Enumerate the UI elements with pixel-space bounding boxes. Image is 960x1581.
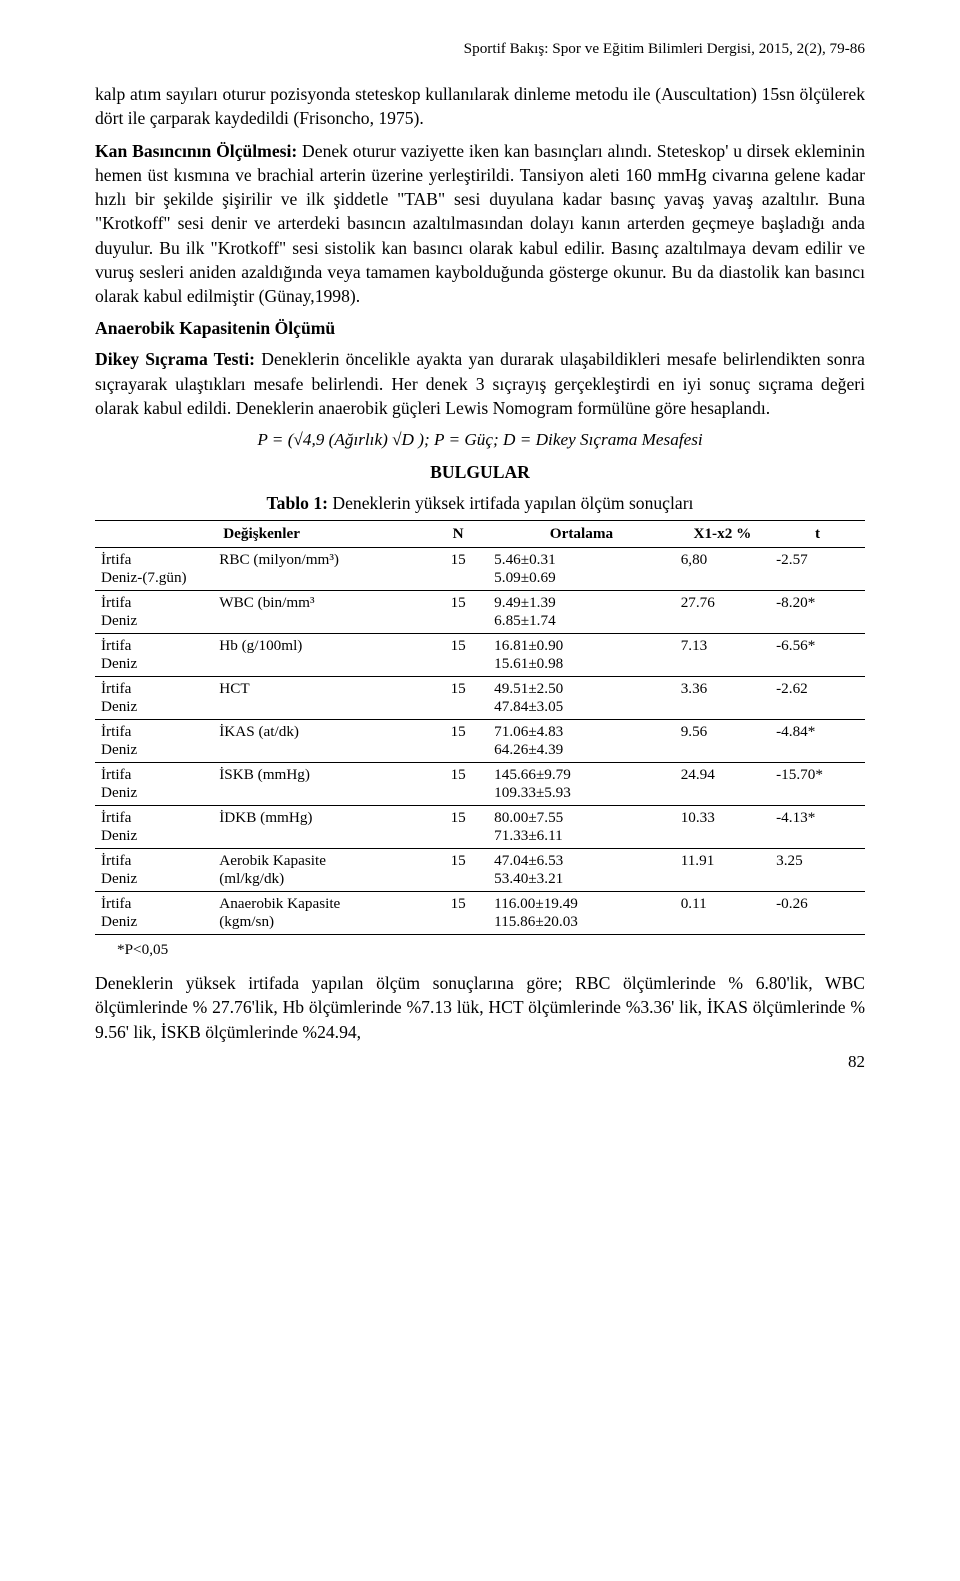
journal-header: Sportif Bakış: Spor ve Eğitim Bilimleri …	[95, 40, 865, 58]
row-n: 15	[428, 634, 488, 677]
row-variable: HCT	[213, 677, 428, 720]
row-mean: 71.06±4.8364.26±4.39	[488, 720, 675, 763]
row-t: -0.26	[770, 892, 865, 935]
paragraph-4: Dikey Sıçrama Testi: Deneklerin öncelikl…	[95, 347, 865, 420]
paragraph-5: Deneklerin yüksek irtifada yapılan ölçüm…	[95, 971, 865, 1044]
table-row: İrtifaDenizAerobik Kapasite(ml/kg/dk)154…	[95, 849, 865, 892]
table-caption-label: Tablo 1:	[267, 493, 328, 513]
row-variable: İKAS (at/dk)	[213, 720, 428, 763]
row-variable: İDKB (mmHg)	[213, 806, 428, 849]
table-caption: Tablo 1: Deneklerin yüksek irtifada yapı…	[95, 493, 865, 514]
row-pct: 11.91	[675, 849, 770, 892]
row-pct: 0.11	[675, 892, 770, 935]
formula-line: P = (√4,9 (Ağırlık) √D ); P = Güç; D = D…	[95, 430, 865, 450]
row-variable: Aerobik Kapasite(ml/kg/dk)	[213, 849, 428, 892]
row-variable: İSKB (mmHg)	[213, 763, 428, 806]
table-row: İrtifaDeniz-(7.gün)RBC (milyon/mm³)155.4…	[95, 548, 865, 591]
table-footnote: *P<0,05	[117, 941, 865, 959]
row-mean: 49.51±2.5047.84±3.05	[488, 677, 675, 720]
section-anaerobik-heading: Anaerobik Kapasitenin Ölçümü	[95, 318, 865, 339]
paragraph-2: Kan Basıncının Ölçülmesi: Denek oturur v…	[95, 139, 865, 309]
row-pct: 9.56	[675, 720, 770, 763]
table-header-row: Değişkenler N Ortalama X1-x2 % t	[95, 521, 865, 548]
table-row: İrtifaDenizHb (g/100ml)1516.81±0.9015.61…	[95, 634, 865, 677]
row-label: İrtifaDeniz	[95, 591, 213, 634]
row-label: İrtifaDeniz	[95, 849, 213, 892]
table-row: İrtifaDenizAnaerobik Kapasite(kgm/sn)151…	[95, 892, 865, 935]
row-n: 15	[428, 548, 488, 591]
row-pct: 3.36	[675, 677, 770, 720]
row-label: İrtifaDeniz	[95, 763, 213, 806]
row-pct: 7.13	[675, 634, 770, 677]
row-mean: 80.00±7.5571.33±6.11	[488, 806, 675, 849]
paragraph-1: kalp atım sayıları oturur pozisyonda ste…	[95, 82, 865, 131]
table-row: İrtifaDenizİDKB (mmHg)1580.00±7.5571.33±…	[95, 806, 865, 849]
p2-body: Denek oturur vaziyette iken kan basınçla…	[95, 141, 865, 307]
th-degiskenler: Değişkenler	[95, 521, 428, 548]
row-t: -4.13*	[770, 806, 865, 849]
th-t: t	[770, 521, 865, 548]
table-row: İrtifaDenizWBC (bin/mm³159.49±1.396.85±1…	[95, 591, 865, 634]
table-row: İrtifaDenizİKAS (at/dk)1571.06±4.8364.26…	[95, 720, 865, 763]
page-number: 82	[95, 1052, 865, 1072]
row-n: 15	[428, 677, 488, 720]
th-ortalama: Ortalama	[488, 521, 675, 548]
row-t: -4.84*	[770, 720, 865, 763]
row-label: İrtifaDeniz-(7.gün)	[95, 548, 213, 591]
row-variable: Anaerobik Kapasite(kgm/sn)	[213, 892, 428, 935]
row-n: 15	[428, 591, 488, 634]
row-pct: 6,80	[675, 548, 770, 591]
row-label: İrtifaDeniz	[95, 634, 213, 677]
row-t: -2.62	[770, 677, 865, 720]
row-mean: 145.66±9.79109.33±5.93	[488, 763, 675, 806]
row-pct: 24.94	[675, 763, 770, 806]
results-table: Değişkenler N Ortalama X1-x2 % t İrtifaD…	[95, 520, 865, 935]
row-t: -15.70*	[770, 763, 865, 806]
row-variable: RBC (milyon/mm³)	[213, 548, 428, 591]
row-variable: WBC (bin/mm³	[213, 591, 428, 634]
p4-lead: Dikey Sıçrama Testi:	[95, 349, 255, 369]
row-t: 3.25	[770, 849, 865, 892]
row-t: -8.20*	[770, 591, 865, 634]
th-pct: X1-x2 %	[675, 521, 770, 548]
row-t: -2.57	[770, 548, 865, 591]
row-n: 15	[428, 763, 488, 806]
row-label: İrtifaDeniz	[95, 892, 213, 935]
row-mean: 47.04±6.5353.40±3.21	[488, 849, 675, 892]
row-n: 15	[428, 892, 488, 935]
row-mean: 16.81±0.9015.61±0.98	[488, 634, 675, 677]
row-label: İrtifaDeniz	[95, 720, 213, 763]
p2-lead: Kan Basıncının Ölçülmesi:	[95, 141, 297, 161]
row-n: 15	[428, 806, 488, 849]
row-pct: 10.33	[675, 806, 770, 849]
row-t: -6.56*	[770, 634, 865, 677]
row-mean: 9.49±1.396.85±1.74	[488, 591, 675, 634]
section-bulgular-heading: BULGULAR	[95, 462, 865, 483]
table-row: İrtifaDenizHCT1549.51±2.5047.84±3.053.36…	[95, 677, 865, 720]
row-variable: Hb (g/100ml)	[213, 634, 428, 677]
table-row: İrtifaDenizİSKB (mmHg)15145.66±9.79109.3…	[95, 763, 865, 806]
row-pct: 27.76	[675, 591, 770, 634]
table-caption-text: Deneklerin yüksek irtifada yapılan ölçüm…	[328, 493, 693, 513]
row-label: İrtifaDeniz	[95, 806, 213, 849]
row-n: 15	[428, 720, 488, 763]
row-mean: 5.46±0.315.09±0.69	[488, 548, 675, 591]
row-n: 15	[428, 849, 488, 892]
row-label: İrtifaDeniz	[95, 677, 213, 720]
th-n: N	[428, 521, 488, 548]
row-mean: 116.00±19.49115.86±20.03	[488, 892, 675, 935]
